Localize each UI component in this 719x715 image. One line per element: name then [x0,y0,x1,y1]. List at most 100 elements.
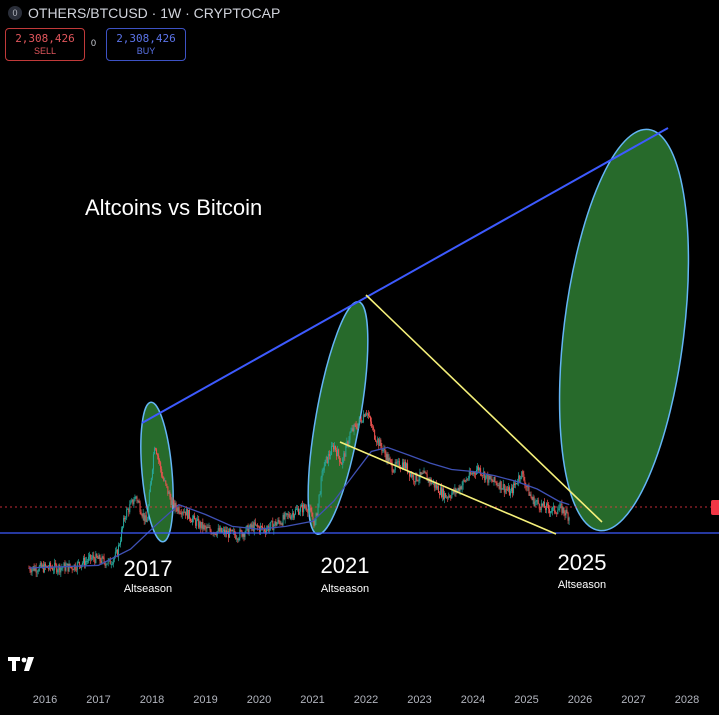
candle-body [508,487,510,496]
candle-body [431,483,433,484]
candle-body [272,520,274,531]
candle-body [362,414,364,422]
candle-body [87,561,89,562]
candle-body [148,492,150,506]
candle-body [120,540,122,545]
candle-body [146,519,148,523]
candle-body [334,445,336,450]
candle-body [204,525,206,527]
candle-body [467,478,469,480]
candle-body [435,484,437,489]
x-tick-label-2016: 2016 [33,694,57,706]
candle-body [180,513,182,515]
candle-body [466,479,468,481]
candle-body [481,474,483,476]
candle-body [266,529,268,533]
candle-body [514,483,516,485]
candle-body [459,486,461,492]
candle-body [324,459,326,467]
candle-body [255,524,257,526]
chart-header: 0 OTHERS/BTCUSD · 1W · CRYPTOCAP [0,0,280,26]
candle-body [68,563,70,572]
spread-value: 0 [91,38,97,48]
candle-body [51,567,53,569]
candle-body [116,549,118,557]
candle-body [170,497,172,505]
candle-body [565,510,567,516]
candle-body [200,522,202,529]
sell-button[interactable]: 2,308,426 SELL [5,28,85,61]
candle-body [551,511,553,512]
candle-body [178,507,180,513]
candle-body [159,459,161,463]
candle-body [517,482,519,484]
candle-body [534,501,536,506]
candle-body [166,483,168,487]
candle-body [501,488,503,490]
candle-body [182,512,184,514]
candle-body [260,526,262,527]
candle-body [474,473,476,475]
candle-body [462,480,464,486]
sell-label: SELL [33,46,57,56]
candle-body [417,480,419,482]
candle-body [277,519,279,524]
candle-body [376,441,378,443]
candle-body [372,426,374,428]
candle-body [207,526,209,528]
candle-body [101,556,103,563]
candle-body [91,557,93,560]
candle-body [418,479,420,481]
candle-body [110,564,112,565]
candle-body [432,482,434,484]
candle-body [36,571,38,573]
candle-body [539,508,541,510]
candle-body [446,497,448,499]
wedge-lower-line [339,441,557,535]
candle-body [225,530,227,535]
candle-body [512,487,514,494]
candle-body [222,529,224,531]
candle-body [499,481,501,489]
candle-body [455,488,457,493]
altseason-ellipse-3 [558,128,690,532]
symbol-badge-icon[interactable]: 0 [8,6,22,20]
candle-body [306,507,308,511]
candle-body [131,499,133,502]
candle-body [153,448,155,455]
candle-body [149,484,151,493]
candle-body [321,470,323,478]
candle-body [249,524,251,529]
candle-body [339,456,341,463]
buy-button[interactable]: 2,308,426 BUY [106,28,186,61]
candle-body [522,471,524,475]
candle-body [40,563,42,568]
symbol-title[interactable]: OTHERS/BTCUSD · 1W · CRYPTOCAP [28,5,281,21]
candle-body [89,554,91,557]
candle-body [232,529,234,532]
candle-body [564,513,566,516]
candle-body [303,504,305,513]
candle-body [532,497,534,501]
candle-body [513,483,515,494]
candle-body [488,475,490,483]
candle-body [309,508,311,511]
candle-body [65,565,67,571]
candle-body [425,472,427,475]
candle-body [130,501,132,505]
candle-body [73,564,75,571]
candle-body [138,500,140,503]
candle-body [135,496,137,498]
candle-body [291,513,293,516]
candle-body [30,570,32,573]
candle-body [441,487,443,497]
candle-body [174,503,176,510]
candle-body [137,500,139,502]
x-tick-label-2026: 2026 [568,694,592,706]
candle-body [479,468,481,471]
candle-body [154,448,156,450]
candle-body [123,517,125,527]
candle-body [367,413,369,416]
candle-body [286,513,288,515]
